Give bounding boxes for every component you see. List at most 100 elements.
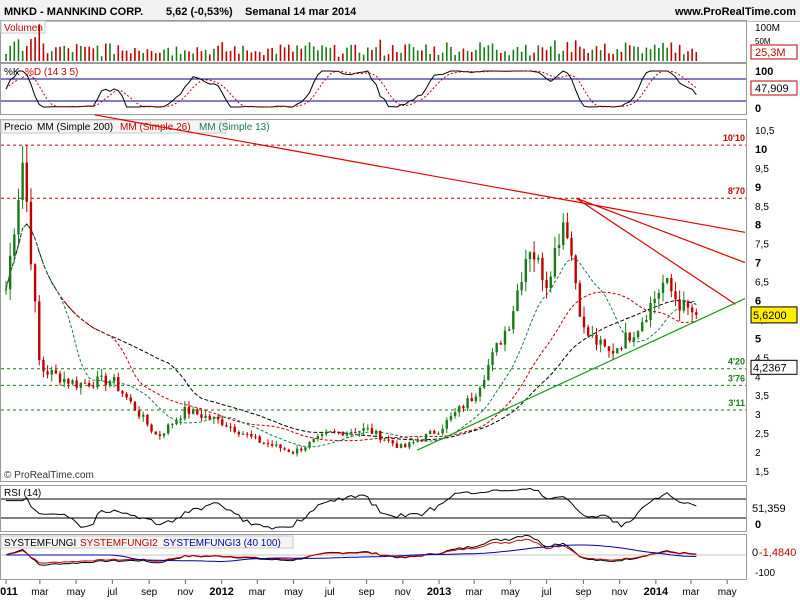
candle-body <box>362 428 365 431</box>
volume-bar <box>308 42 311 61</box>
volume-bar <box>287 44 290 61</box>
volume-bar <box>599 50 602 61</box>
candle-body <box>13 234 16 256</box>
volume-bar <box>683 54 685 61</box>
volume-bar <box>167 47 169 61</box>
candle-body <box>661 282 665 293</box>
systemfungi-current: -1,4840 <box>759 547 796 559</box>
volume-bar <box>67 48 70 61</box>
volume-bar <box>533 52 535 61</box>
volume-bar <box>175 46 178 61</box>
candle-body <box>445 420 448 429</box>
volume-bar <box>192 53 194 61</box>
candle-body <box>200 414 203 418</box>
rsi-panel-frame <box>0 485 747 532</box>
level-label: 3'76 <box>728 373 745 383</box>
candle-body <box>433 431 436 434</box>
candle-body <box>291 452 295 454</box>
time-axis-label: mar <box>249 587 267 598</box>
volume-bar <box>475 49 477 61</box>
candle-body <box>620 348 623 350</box>
volume-bar <box>425 44 427 61</box>
volume-bar <box>653 44 656 61</box>
candle-body <box>4 289 8 291</box>
volume-bar <box>508 55 510 61</box>
candle-body <box>8 255 12 290</box>
volume-bar <box>325 47 327 61</box>
volume-bar <box>300 48 303 61</box>
volume-bar <box>312 46 315 61</box>
volume-bar <box>225 51 228 61</box>
candle-body <box>653 298 656 304</box>
candle-body <box>645 319 648 323</box>
volume-bar <box>96 45 99 61</box>
volume-bar <box>520 51 523 61</box>
stoch-label-d: %D (14 3 5) <box>25 67 78 78</box>
candle-body <box>79 382 83 388</box>
candle-body <box>370 428 374 434</box>
time-axis-label: jul <box>324 587 335 598</box>
stoch-axis-top: 100 <box>755 66 773 78</box>
candle-body <box>624 332 627 349</box>
candle-body <box>408 442 411 448</box>
volume-bar <box>171 55 174 61</box>
volume-bar <box>263 55 265 61</box>
candle-body <box>595 334 598 345</box>
volume-bar <box>591 49 594 61</box>
candle-body <box>63 378 66 383</box>
volume-bar <box>670 42 673 61</box>
price-axis-tick: 8 <box>755 220 761 232</box>
candle-body <box>341 431 345 436</box>
candle-body <box>154 431 157 435</box>
price-axis-tick: 5 <box>755 333 761 345</box>
candle-body <box>316 436 320 440</box>
volume-bar <box>17 39 20 61</box>
rsi-axis-bottom: 0 <box>755 519 761 531</box>
candle-body <box>133 401 137 411</box>
volume-current: 25,3M <box>755 47 786 59</box>
time-axis-label: mar <box>682 587 700 598</box>
header-site[interactable]: www.ProRealTime.com <box>674 6 796 18</box>
candle-body <box>586 327 590 336</box>
candle-body <box>29 201 33 265</box>
volume-bar <box>529 55 531 61</box>
candle-body <box>641 322 644 332</box>
volume-bar <box>221 42 224 61</box>
volume-bar <box>491 43 494 61</box>
volume-bar <box>483 47 486 61</box>
volume-bar <box>562 50 565 61</box>
volume-bar <box>109 43 111 61</box>
volume-bar <box>34 37 36 61</box>
volume-bar <box>412 47 415 61</box>
candle-body <box>566 222 569 238</box>
candle-body <box>279 444 282 449</box>
candle-body <box>162 433 166 436</box>
volume-bar <box>80 45 82 61</box>
time-axis-label: sep <box>359 587 376 598</box>
time-axis-label: nov <box>612 587 628 598</box>
candle-body <box>54 370 58 374</box>
price-axis-tick: 2 <box>755 448 761 459</box>
volume-bar <box>549 46 552 61</box>
volume-bar <box>213 48 215 61</box>
candle-body <box>695 312 698 315</box>
volume-bar <box>554 40 556 61</box>
volume-bar <box>437 54 440 61</box>
candle-body <box>46 371 49 375</box>
volume-bar <box>304 45 307 61</box>
candle-body <box>38 301 41 360</box>
volume-bar <box>146 49 149 61</box>
support-line <box>416 298 746 451</box>
candle-body <box>678 299 681 311</box>
ma200-tag <box>750 359 798 375</box>
candle-body <box>458 406 461 413</box>
volume-bar <box>616 49 619 61</box>
volume-bar <box>350 44 352 61</box>
ma13-line <box>5 223 697 448</box>
candle-body <box>682 301 686 311</box>
candle-body <box>553 248 557 277</box>
volume-bar <box>283 47 286 61</box>
resistance-line-1 <box>94 114 746 233</box>
candle-body <box>221 419 224 426</box>
